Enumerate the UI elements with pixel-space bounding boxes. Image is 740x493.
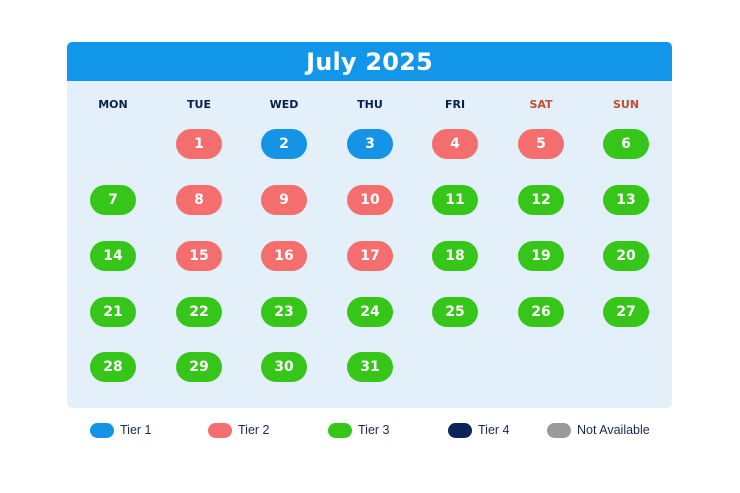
day-5[interactable]: 5 [518, 129, 564, 159]
legend-label-tier2: Tier 2 [238, 423, 270, 437]
weekday-tue: TUE [187, 98, 211, 111]
legend-label-tier1: Tier 1 [120, 423, 152, 437]
month-title: July 2025 [306, 47, 433, 76]
weekday-thu: THU [357, 98, 383, 111]
day-4[interactable]: 4 [432, 129, 478, 159]
weekday-wed: WED [269, 98, 299, 111]
legend-swatch-tier4 [448, 422, 472, 438]
weekday-mon: MON [98, 98, 128, 111]
day-28[interactable]: 28 [90, 352, 136, 382]
legend-label-tier3: Tier 3 [358, 423, 390, 437]
legend-label-tier4: Tier 4 [478, 423, 510, 437]
weekday-sat: SAT [529, 98, 553, 111]
day-13[interactable]: 13 [603, 185, 649, 215]
day-10[interactable]: 10 [347, 185, 393, 215]
legend-item-tier4: Tier 4 [448, 420, 510, 440]
day-6[interactable]: 6 [603, 129, 649, 159]
weekday-row: MON TUE WED THU FRI SAT SUN [67, 97, 672, 113]
day-23[interactable]: 23 [261, 297, 307, 327]
day-15[interactable]: 15 [176, 241, 222, 271]
legend-label-na: Not Available [577, 423, 650, 437]
day-22[interactable]: 22 [176, 297, 222, 327]
day-20[interactable]: 20 [603, 241, 649, 271]
calendar-header: July 2025 [67, 42, 672, 81]
day-29[interactable]: 29 [176, 352, 222, 382]
day-grid: 1 2 3 4 5 6 7 8 9 10 11 12 13 14 15 16 17 18 19 20 21 22 23 24 2… [67, 42, 672, 408]
day-25[interactable]: 25 [432, 297, 478, 327]
legend-swatch-tier3 [328, 422, 352, 438]
legend-item-tier3: Tier 3 [328, 420, 390, 440]
day-26[interactable]: 26 [518, 297, 564, 327]
legend-item-tier2: Tier 2 [208, 420, 270, 440]
day-18[interactable]: 18 [432, 241, 478, 271]
day-3[interactable]: 3 [347, 129, 393, 159]
day-9[interactable]: 9 [261, 185, 307, 215]
day-17[interactable]: 17 [347, 241, 393, 271]
tier-legend: Tier 1 Tier 2 Tier 3 Tier 4 Not Available [0, 420, 740, 440]
day-24[interactable]: 24 [347, 297, 393, 327]
legend-swatch-na [547, 422, 571, 438]
day-12[interactable]: 12 [518, 185, 564, 215]
day-11[interactable]: 11 [432, 185, 478, 215]
day-21[interactable]: 21 [90, 297, 136, 327]
day-16[interactable]: 16 [261, 241, 307, 271]
weekday-fri: FRI [444, 98, 466, 111]
weekday-sun: SUN [612, 98, 640, 111]
legend-item-tier1: Tier 1 [90, 420, 152, 440]
day-1[interactable]: 1 [176, 129, 222, 159]
legend-swatch-tier1 [90, 422, 114, 438]
day-19[interactable]: 19 [518, 241, 564, 271]
legend-swatch-tier2 [208, 422, 232, 438]
day-8[interactable]: 8 [176, 185, 222, 215]
day-7[interactable]: 7 [90, 185, 136, 215]
day-27[interactable]: 27 [603, 297, 649, 327]
day-14[interactable]: 14 [90, 241, 136, 271]
day-31[interactable]: 31 [347, 352, 393, 382]
day-30[interactable]: 30 [261, 352, 307, 382]
legend-item-na: Not Available [547, 420, 650, 440]
day-2[interactable]: 2 [261, 129, 307, 159]
